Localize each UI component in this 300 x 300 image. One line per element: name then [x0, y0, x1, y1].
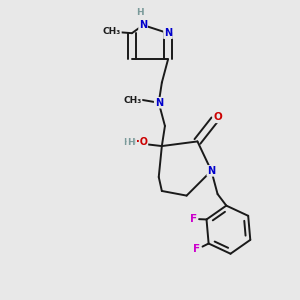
Text: F: F: [193, 244, 200, 254]
Text: H: H: [127, 138, 135, 147]
Text: N: N: [155, 98, 163, 108]
Text: CH₃: CH₃: [123, 96, 142, 105]
Text: H: H: [136, 8, 144, 17]
Text: N: N: [139, 20, 147, 30]
Text: CH₃: CH₃: [103, 27, 121, 36]
Text: ·O: ·O: [136, 137, 148, 147]
Text: O: O: [213, 112, 222, 122]
Text: H·O: H·O: [123, 138, 142, 147]
Text: N: N: [164, 28, 172, 38]
Text: F: F: [190, 214, 197, 224]
Text: N: N: [207, 166, 215, 176]
